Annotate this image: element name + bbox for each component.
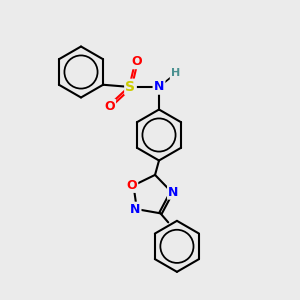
Text: N: N xyxy=(168,186,178,199)
Text: H: H xyxy=(171,68,180,79)
Text: O: O xyxy=(104,100,115,113)
Text: O: O xyxy=(131,55,142,68)
Text: N: N xyxy=(130,203,140,216)
Text: S: S xyxy=(125,80,136,94)
Text: O: O xyxy=(127,179,137,192)
Text: N: N xyxy=(154,80,164,94)
